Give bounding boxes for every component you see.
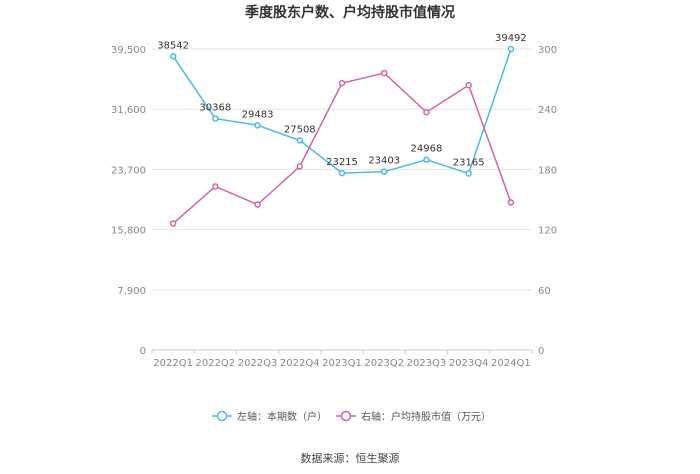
data-point — [423, 156, 430, 163]
x-axis-tick-label: 2024Q1 — [491, 358, 531, 369]
x-axis-tick-label: 2023Q1 — [322, 358, 362, 369]
left-axis-tick-label: 31,600 — [111, 105, 146, 116]
data-point — [507, 199, 515, 206]
right-axis-tick-label: 120 — [538, 226, 557, 237]
grid-layer — [152, 48, 532, 291]
data-point — [254, 122, 261, 129]
data-label: 38542 — [157, 40, 189, 51]
series-line-right — [172, 72, 512, 225]
data-label: 24968 — [411, 144, 443, 155]
data-point — [296, 163, 304, 170]
data-point — [380, 69, 388, 77]
chart-title: 季度股东户数、户均持股市值情况 — [244, 4, 455, 21]
x-axis-tick-label: 2023Q4 — [449, 358, 489, 369]
left-axis-tick-label: 0 — [140, 346, 146, 357]
legend-marker-left-series — [216, 410, 228, 422]
x-axis-tick-label: 2023Q2 — [364, 358, 404, 369]
data-point — [465, 81, 472, 89]
right-axis-tick-label: 180 — [538, 165, 557, 176]
legend-item-right-series[interactable]: 右轴：户均持股市值（万元） — [336, 410, 491, 423]
right-axis-tick-label: 300 — [538, 45, 557, 56]
data-point — [296, 137, 304, 144]
data-source: 数据来源：恒生聚源 — [301, 451, 400, 465]
data-label: 27508 — [284, 124, 316, 135]
data-point — [212, 183, 219, 190]
left-axis-tick-label: 39,500 — [111, 45, 146, 56]
right-axis-tick-label: 240 — [538, 105, 557, 116]
legend-item-left-series[interactable]: 左轴：本期数（户） — [212, 410, 327, 423]
data-point — [380, 168, 388, 175]
data-point — [507, 45, 515, 53]
data-point — [465, 170, 472, 177]
data-label-layer: 38542 30368 29483 27508 23215 23403 24968 23165… — [157, 33, 527, 168]
data-label: 39492 — [495, 33, 527, 44]
axis-layer: 0 7,900 15,800 23,700 31,600 39,500 0 60 120 180 2… — [111, 45, 557, 369]
data-label: 23215 — [326, 157, 358, 168]
data-point — [254, 201, 261, 208]
data-point — [338, 169, 346, 177]
right-axis-tick-label: 0 — [538, 346, 544, 357]
data-point — [169, 220, 177, 227]
data-label: 29483 — [242, 109, 274, 120]
x-axis-tick-label: 2022Q4 — [280, 358, 320, 369]
legend-marker-right-series — [340, 410, 352, 422]
x-axis-tick-label: 2023Q3 — [407, 358, 447, 369]
x-axis-tick-label: 2022Q3 — [238, 358, 278, 369]
data-label: 30368 — [199, 103, 231, 114]
right-axis-tick-label: 60 — [538, 286, 551, 297]
legend-label-right-series: 右轴：户均持股市值（万元） — [361, 410, 491, 423]
series-layer — [169, 45, 515, 227]
data-label: 23165 — [453, 157, 485, 168]
x-axis-tick-label: 2022Q2 — [195, 358, 235, 369]
data-point — [169, 53, 177, 60]
left-axis-tick-label: 7,900 — [117, 286, 146, 297]
data-label: 23403 — [368, 156, 400, 167]
legend[interactable]: 左轴：本期数（户） 右轴：户均持股市值（万元） — [212, 410, 491, 423]
data-point — [423, 108, 430, 116]
left-axis-tick-label: 15,800 — [111, 226, 146, 237]
x-axis-tick-label: 2022Q1 — [153, 358, 193, 369]
left-axis-tick-label: 23,700 — [111, 165, 146, 176]
legend-label-left-series: 左轴：本期数（户） — [237, 410, 327, 423]
data-point — [212, 115, 219, 122]
data-point — [338, 79, 346, 87]
